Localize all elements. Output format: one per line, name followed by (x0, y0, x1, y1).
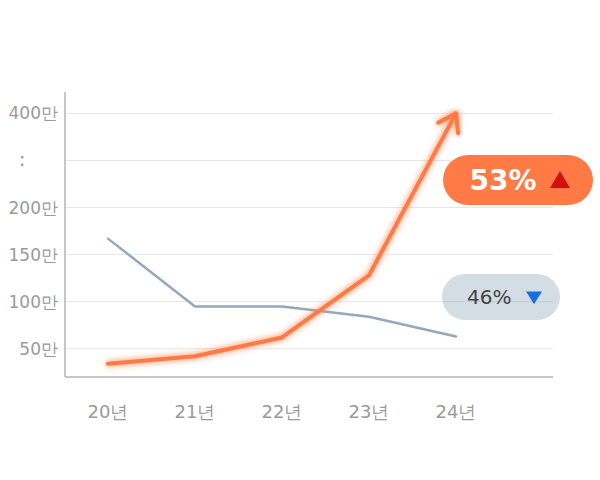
x-tick-label: 22년 (262, 401, 303, 422)
grid-line (65, 348, 553, 349)
grid-line (65, 254, 553, 255)
plot-area (108, 113, 458, 363)
x-tick-label: 21년 (175, 401, 216, 422)
series-line (108, 113, 456, 363)
x-tick-label: 20년 (88, 401, 129, 422)
arrow-head (438, 113, 458, 133)
annotation-badge: 53% (443, 155, 593, 205)
annotation-badge: 46% (442, 274, 560, 320)
up-icon (550, 171, 570, 188)
grid-line (65, 207, 553, 208)
series-line (108, 239, 456, 337)
annotation: 53% (469, 164, 536, 197)
y-tick-label: 400만 (9, 103, 58, 123)
y-tick-label: : (19, 147, 26, 171)
x-tick-label: 23년 (349, 401, 390, 422)
y-tick-label: 100만 (9, 292, 58, 312)
y-axis (64, 92, 66, 377)
y-tick-label: 200만 (9, 198, 58, 218)
down-icon (526, 291, 542, 304)
badge-background (442, 274, 560, 320)
chart: 50만 100만 150만 200만: 400만 20년 21년 22년 23년 24년 53% 46… (0, 0, 600, 480)
x-axis (65, 376, 553, 378)
annotation: 46% (467, 285, 511, 309)
y-tick-label: 150만 (9, 245, 58, 265)
badge-background (443, 155, 593, 205)
x-tick-label: 24년 (436, 401, 477, 422)
y-tick-label: 50만 (19, 339, 58, 359)
grid-line (65, 113, 553, 114)
